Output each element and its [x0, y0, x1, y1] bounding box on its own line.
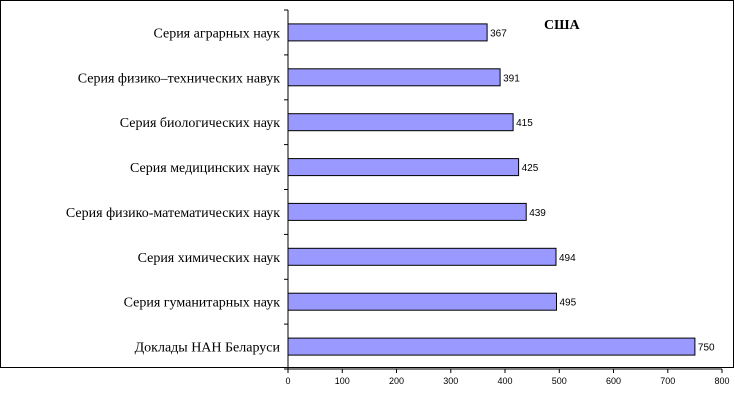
bar: [287, 158, 520, 177]
category-label: Серия гуманитарных наук: [124, 296, 281, 311]
bar: [287, 68, 501, 87]
category-label: Серия физико-математических наук: [66, 206, 280, 221]
category-label: Серия физико–технических навук: [78, 71, 280, 86]
data-label: 439: [529, 208, 546, 219]
x-tick-label: 300: [443, 376, 458, 386]
axes: 0 100 200 300 400 500 600 700 800: [284, 9, 730, 386]
bar: [287, 113, 514, 132]
bar: [287, 292, 557, 311]
x-tick-label: 400: [497, 376, 512, 386]
data-label: 391: [503, 73, 520, 84]
x-tick-label: 800: [714, 376, 729, 386]
category-labels: Серия аграрных наук Серия физико–техничес…: [66, 26, 281, 355]
bar: [287, 23, 488, 42]
category-label: Серия химических наук: [138, 251, 281, 266]
category-label: Серия биологических наук: [120, 116, 280, 131]
chart-frame: [0, 0, 734, 368]
data-label: 494: [559, 253, 576, 264]
data-label: 750: [698, 343, 715, 354]
bar: [287, 247, 557, 266]
data-label: 367: [490, 28, 507, 39]
category-label: Доклады НАН Беларуси: [135, 341, 281, 356]
category-label: Серия аграрных наук: [153, 26, 280, 41]
x-tick-label: 500: [552, 376, 567, 386]
chart-title: США: [544, 18, 580, 33]
data-label: 425: [522, 163, 539, 174]
data-label: 415: [516, 118, 533, 129]
bar: [287, 202, 527, 221]
x-tick-label: 200: [389, 376, 404, 386]
category-label: Серия медицинских наук: [130, 161, 280, 176]
x-tick-label: 600: [606, 376, 621, 386]
bars-group: 367 391 415 425 439 494 495 750: [287, 23, 715, 356]
bar: [287, 337, 696, 356]
data-label: 495: [560, 298, 577, 309]
x-tick-label: 700: [660, 376, 675, 386]
x-tick-label: 0: [285, 376, 290, 386]
x-tick-label: 100: [335, 376, 350, 386]
